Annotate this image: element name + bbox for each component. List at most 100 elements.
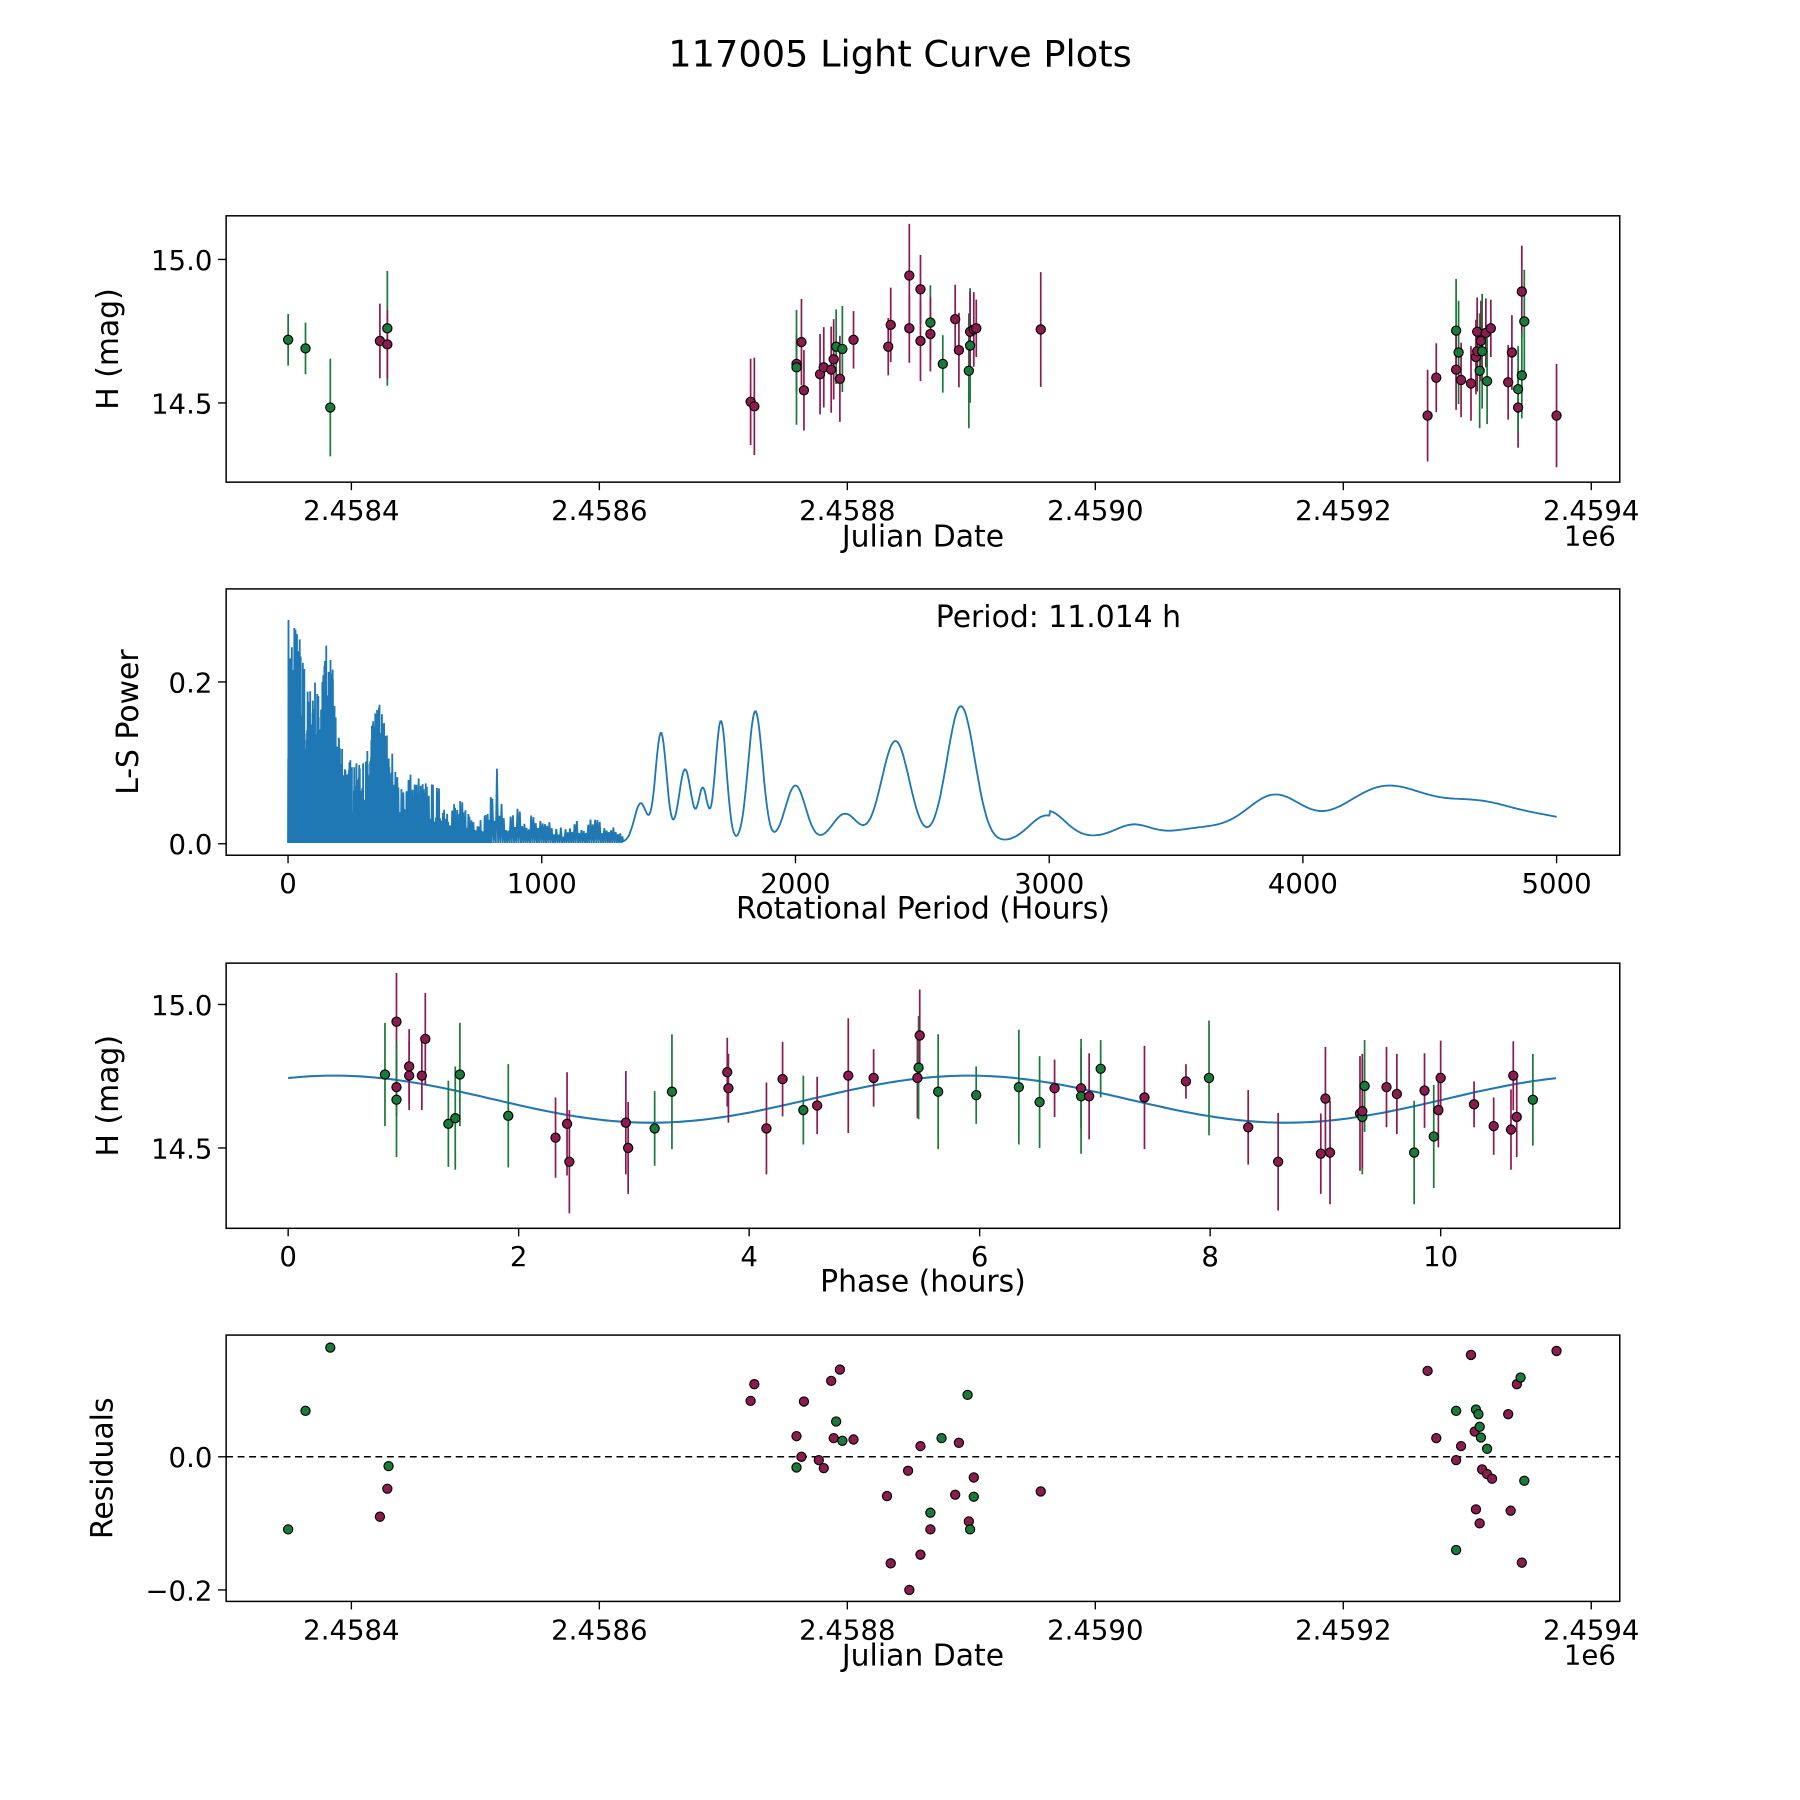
data-point [1505,1124,1517,1135]
x-tick-label: 4000 [1268,868,1338,900]
y-tick-label: 14.5 [151,388,212,420]
x-tick-label: 2000 [760,868,830,900]
residual-point [828,1432,839,1444]
data-point [826,364,837,375]
data-point [1450,364,1462,375]
data-point [1481,375,1493,387]
x-tick-label: 1000 [507,868,577,900]
data-point [622,1142,634,1154]
residual-point [936,1432,947,1444]
data-point [811,1100,823,1111]
data-point [1428,1131,1439,1142]
periodogram-curve [287,619,1557,844]
data-point [1508,1070,1519,1081]
data-point [1475,335,1487,347]
y-tick-label: −0.2 [145,1575,212,1607]
data-point [1519,316,1530,327]
data-point [1551,410,1562,421]
residual-point [881,1490,893,1502]
residuals-panel: 2.4584 2.4586 2.4588 2.4590 2.4592 2.4594 −0.2… [85,1334,1639,1674]
x-tick-label: 6 [971,1241,989,1273]
data-point [1320,1093,1331,1104]
axes-frame [225,588,1621,856]
data-point [953,344,965,356]
data-point [971,323,982,334]
data-point [443,1118,454,1130]
data-point [828,354,839,365]
data-point [796,336,807,348]
phase-folded-panel: 0 2 4 6 8 10 14.5 15.0 Phase (hours) H (mag) [91,962,1621,1299]
data-point [914,1030,925,1041]
x-tick-label: 2.4588 [799,1614,895,1646]
residual-point [791,1430,802,1442]
data-point [1391,1088,1403,1100]
data-point [1516,370,1527,381]
residual-point [796,1451,807,1462]
data-point [791,362,802,373]
y-tick-label: 0.2 [169,667,213,699]
data-point [282,334,294,345]
residual-point [968,1491,979,1502]
residual-point [925,1524,936,1535]
data-point [1431,372,1442,383]
data-point [749,401,760,412]
residual-point [325,1342,336,1353]
data-point [1272,1156,1284,1167]
data-point [963,365,975,376]
data-point [885,319,896,331]
residual-point [1475,1432,1487,1443]
y-tick-label: 14.5 [151,1133,212,1165]
data-point [848,334,859,345]
data-point [1357,1106,1368,1117]
data-point [915,335,926,347]
residual-point [374,1511,386,1522]
residual-point [902,1465,914,1476]
data-point [933,1086,944,1097]
data-point [620,1117,632,1128]
data-point [382,323,393,334]
residual-point [950,1489,961,1500]
residual-point [1450,1544,1462,1556]
y-tick-label: 15.0 [151,990,212,1022]
residual-point [964,1524,976,1535]
data-point [550,1132,561,1143]
axes-frame [225,962,1621,1230]
x-tick-label: 2.4586 [551,495,647,527]
data-point [1035,324,1046,335]
residual-point [915,1549,926,1560]
x-tick-label: 2.4594 [1543,1614,1639,1646]
data-point [1243,1122,1254,1133]
x-tick-label: 0 [279,1241,297,1273]
data-point [925,317,936,328]
x-offset-text: 1e6 [1564,1640,1616,1672]
data-point [1474,365,1485,376]
x-tick-label: 2.4590 [1047,495,1143,527]
residual-point [968,1472,979,1483]
data-point [391,1094,402,1105]
data-point [1485,323,1496,334]
y-tick-label: 0.0 [169,829,213,861]
residual-point [813,1454,824,1466]
data-point [404,1061,415,1072]
y-axis-label: H (mag) [91,1035,126,1156]
data-point [1465,378,1477,389]
x-tick-label: 2.4584 [303,495,399,527]
data-point [834,373,846,384]
residual-point [798,1396,810,1407]
data-point [391,1016,402,1027]
data-point [1180,1076,1192,1087]
plot-area [287,619,1557,844]
residual-point [1486,1473,1498,1484]
x-tick-label: 10 [1423,1241,1458,1273]
x-tick-label: 2.4592 [1295,495,1391,527]
data-point [1083,1091,1095,1102]
data-point [1422,410,1433,421]
residual-point [1422,1365,1433,1377]
x-axis-label: Rotational Period (Hours) [736,891,1110,926]
axes-frame [225,1334,1621,1603]
x-tick-label: 2.4588 [799,495,895,527]
data-point [1476,346,1488,357]
x-tick-label: 3000 [1014,868,1084,900]
data-point [1095,1063,1106,1074]
data-point [971,1089,982,1101]
